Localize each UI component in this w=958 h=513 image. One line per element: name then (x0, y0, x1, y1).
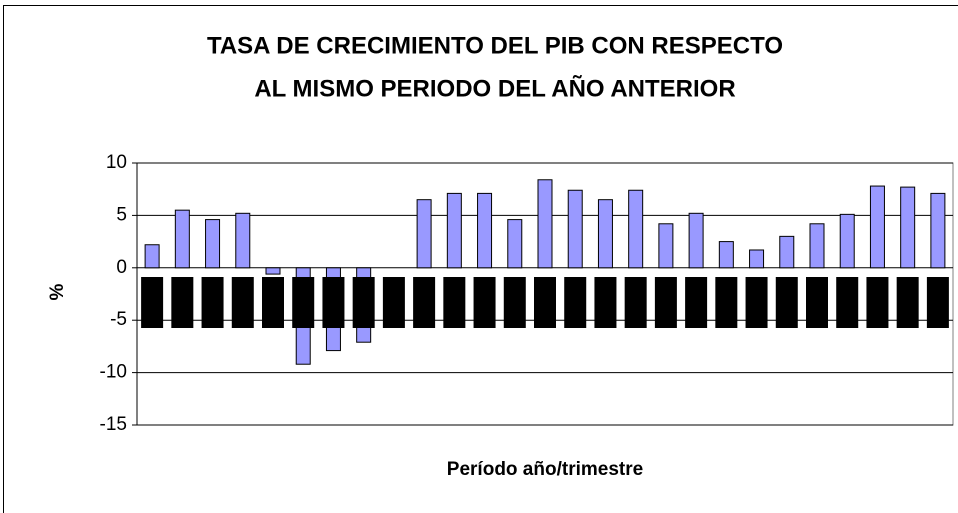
x-axis-label: Período año/trimestre (447, 459, 643, 480)
y-tick-label: -5 (110, 309, 127, 330)
category-label-block (594, 277, 617, 328)
y-tick-label: 0 (116, 257, 127, 278)
bar (869, 185, 885, 269)
bar (930, 192, 946, 269)
bar (900, 186, 916, 269)
category-label-block (503, 277, 526, 328)
bar (628, 189, 644, 269)
bar (839, 213, 855, 269)
bar (688, 212, 704, 269)
category-label-block (413, 277, 436, 328)
category-label-block (262, 277, 284, 328)
category-label-block (745, 277, 768, 328)
category-label-block (322, 277, 345, 328)
bar (477, 192, 493, 269)
chart-title: AL MISMO PERIODO DEL AÑO ANTERIOR (254, 74, 735, 102)
category-label-block (775, 277, 798, 328)
category-label-block (443, 277, 466, 328)
bar (779, 235, 795, 269)
y-tick-label: 5 (116, 204, 127, 225)
bar (597, 199, 613, 269)
category-label-block (292, 277, 315, 328)
category-label-block (624, 277, 647, 328)
y-tick-label: -10 (100, 362, 127, 383)
bar (205, 219, 221, 269)
category-label-block (382, 277, 405, 328)
y-tick-label: 10 (106, 152, 127, 173)
bar (446, 192, 462, 269)
category-label-block (866, 277, 889, 328)
bar (144, 244, 160, 269)
bar (567, 189, 583, 269)
category-label-block (564, 277, 587, 328)
bar (265, 267, 281, 275)
category-label-block (231, 277, 254, 328)
y-tick-label: -15 (100, 414, 127, 435)
bar (809, 223, 825, 269)
bar (416, 199, 432, 269)
category-label-block (715, 277, 738, 328)
category-label-block (926, 277, 949, 328)
bar (749, 249, 765, 269)
category-label-block (201, 277, 224, 328)
bar (235, 212, 251, 269)
category-label-block (806, 277, 828, 328)
bar (507, 219, 523, 269)
category-label-block (352, 277, 375, 328)
category-label-block (654, 277, 677, 328)
category-label-block (836, 277, 859, 328)
category-label-block (685, 277, 708, 328)
category-label-block (141, 277, 164, 328)
category-label-block (171, 277, 194, 328)
category-label-block (534, 277, 556, 328)
bar (658, 223, 674, 269)
bar (718, 241, 734, 269)
bar (174, 209, 190, 269)
category-label-block (896, 277, 919, 328)
category-label-block (473, 277, 496, 328)
chart-title: TASA DE CRECIMIENTO DEL PIB CON RESPECTO (207, 32, 783, 59)
bar (537, 179, 553, 269)
y-axis-label: % (47, 283, 68, 300)
